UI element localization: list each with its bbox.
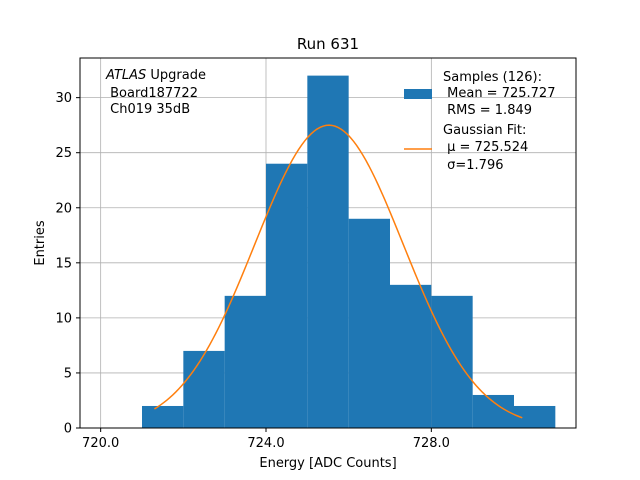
y-tick-label-4: 20 [55, 201, 72, 216]
histogram-bar-5 [348, 218, 390, 428]
y-tick-label-3: 15 [55, 256, 72, 271]
annotation-box: ATLAS Upgrade Board187722 Ch019 35dB [105, 68, 206, 117]
gaussian-fit-curve [154, 124, 523, 419]
legend-swatch-samples [404, 89, 432, 99]
legend-fit-line-2: μ = 725.524 [443, 140, 528, 155]
x-tick-label-0: 720.0 [82, 436, 119, 451]
y-tick-label-2: 10 [55, 311, 72, 326]
histogram-bar-7 [431, 295, 473, 428]
legend-fit-line-3: σ=1.796 [443, 158, 503, 173]
x-tick-label-1: 724.0 [247, 436, 284, 451]
y-axis-label: Entries [33, 220, 48, 266]
histogram-bar-0 [142, 405, 184, 428]
annotation-line-2: Board187722 [106, 86, 198, 101]
histogram-bar-9 [514, 405, 556, 428]
annotation-line-1: ATLAS Upgrade [105, 68, 206, 83]
legend-fit-line-1: Gaussian Fit: [443, 123, 526, 138]
chart-title: Run 631 [297, 35, 359, 53]
y-tick-label-6: 30 [55, 91, 72, 106]
histogram-bar-4 [307, 75, 349, 428]
legend-samples-line-1: Samples (126): [443, 70, 542, 85]
legend: Samples (126): Mean = 725.727 RMS = 1.84… [404, 70, 555, 173]
legend-samples-line-2: Mean = 725.727 [443, 86, 555, 101]
axis-ticks: 720.0 724.0 728.0 0 5 10 15 20 25 30 [55, 91, 449, 451]
y-tick-label-1: 5 [64, 366, 72, 381]
histogram-bar-6 [390, 284, 432, 428]
histogram-bar-2 [224, 295, 266, 428]
x-tick-label-2: 728.0 [413, 436, 450, 451]
histogram-bar-3 [266, 163, 308, 428]
x-axis-label: Energy [ADC Counts] [259, 456, 396, 471]
axes-frame [79, 57, 577, 429]
legend-samples-line-3: RMS = 1.849 [443, 103, 532, 118]
y-tick-label-0: 0 [64, 422, 72, 437]
y-tick-label-5: 25 [55, 146, 72, 161]
annotation-line-3: Ch019 35dB [106, 102, 190, 117]
histogram-bar-1 [183, 350, 225, 428]
histogram-bars [142, 75, 556, 428]
